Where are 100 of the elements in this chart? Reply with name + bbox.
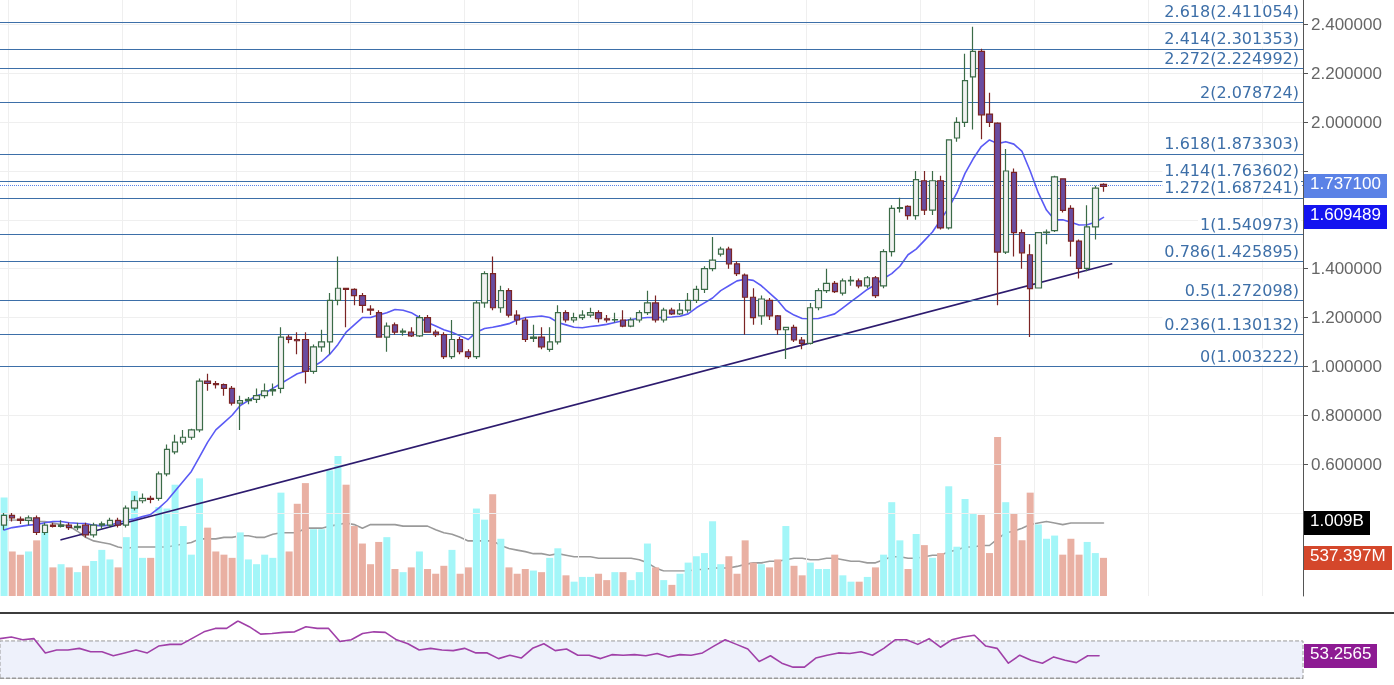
candlestick — [651, 294, 660, 324]
text: 537.397M — [1304, 545, 1392, 570]
bar — [529, 570, 537, 596]
y-tick-label: 2.400000 — [1311, 14, 1382, 34]
candlestick — [423, 314, 432, 333]
text: 1.609489 — [1304, 205, 1387, 230]
bar — [114, 567, 122, 596]
candlestick — [301, 331, 310, 385]
bar — [147, 557, 155, 596]
candlestick — [171, 434, 179, 455]
ref-line-label: 2(2.078724) — [1199, 83, 1299, 103]
bar — [725, 556, 733, 596]
bar — [73, 572, 81, 596]
y-tick-label: 0.800000 — [1311, 405, 1382, 425]
candlestick — [529, 324, 538, 343]
ref-line-label: 1.272(1.687241) — [1164, 178, 1299, 198]
candlestick — [489, 255, 497, 311]
candlestick — [521, 316, 529, 343]
candlestick — [220, 382, 228, 397]
candlestick — [456, 336, 464, 355]
candlestick — [440, 331, 448, 360]
candlestick — [863, 275, 871, 289]
candlestick — [660, 307, 668, 324]
candlestick — [798, 336, 806, 350]
bar — [65, 567, 73, 596]
bar — [538, 572, 546, 596]
bar — [871, 567, 879, 596]
y-tick-label: 1.400000 — [1311, 259, 1382, 279]
candlestick — [358, 292, 367, 314]
candlestick — [562, 309, 570, 324]
y-tick-label: 1.200000 — [1311, 308, 1382, 328]
candlestick — [146, 495, 155, 504]
candlestick — [65, 522, 73, 531]
bar — [33, 540, 41, 596]
bar — [912, 533, 920, 596]
y-tick-label: 0.600000 — [1311, 454, 1382, 474]
candlestick — [1026, 243, 1034, 338]
candlestick — [1059, 177, 1067, 214]
candlestick — [73, 522, 82, 531]
candlestick — [497, 285, 505, 314]
y-tick-label: 1.000000 — [1311, 356, 1382, 376]
ref-line-label: 0.5(1.272098) — [1184, 280, 1299, 300]
candlestick — [603, 314, 611, 324]
bar — [920, 545, 928, 596]
candlestick — [717, 246, 725, 258]
candlestick — [619, 309, 627, 328]
candlestick — [49, 522, 57, 529]
ref-line-label: 1(1.540973) — [1199, 214, 1299, 234]
candlestick — [32, 514, 41, 536]
ref-line-label: 2.272(2.224992) — [1164, 48, 1299, 68]
candlestick — [676, 302, 684, 316]
bar — [1075, 554, 1083, 596]
candlestick — [8, 512, 16, 523]
bar — [228, 557, 236, 596]
candlestick — [513, 309, 521, 326]
bar — [49, 567, 57, 596]
candlestick — [106, 517, 114, 529]
candlestick — [790, 324, 798, 343]
candlestick — [546, 326, 554, 353]
candlestick — [57, 519, 65, 529]
candlestick — [749, 287, 757, 326]
bar — [82, 565, 90, 596]
bar — [847, 581, 855, 596]
candlestick — [725, 246, 733, 270]
bar — [652, 567, 660, 596]
candlestick — [399, 327, 407, 337]
candlestick — [228, 385, 236, 407]
bar — [928, 557, 936, 596]
candlestick — [537, 326, 546, 350]
bar — [415, 551, 423, 596]
candlestick — [855, 277, 863, 289]
bar — [562, 575, 570, 596]
bar — [25, 551, 32, 596]
candlestick — [81, 522, 90, 538]
candlestick — [464, 348, 472, 360]
candlestick — [920, 170, 928, 216]
bar — [497, 538, 505, 596]
candlestick — [839, 277, 847, 297]
ref-line-label: 1.618(1.873303) — [1164, 134, 1299, 154]
candlestick — [847, 275, 855, 287]
y-tick-label: 2.200000 — [1311, 63, 1382, 83]
candlestick — [203, 373, 212, 392]
candlestick — [114, 517, 122, 529]
candlestick — [89, 522, 98, 538]
candlestick — [668, 307, 676, 316]
candlestick — [741, 272, 749, 336]
ref-line-label: 2.618(2.411054) — [1164, 2, 1299, 22]
candlestick — [383, 321, 391, 353]
candlestick — [375, 309, 383, 338]
candlestick — [432, 329, 440, 338]
bar — [57, 564, 65, 596]
bar — [839, 575, 847, 596]
bar — [757, 564, 765, 596]
ref-line-label: 0(1.003222) — [1199, 346, 1299, 366]
ref-line-label: 2.414(2.301353) — [1164, 29, 1299, 49]
bar — [855, 581, 863, 596]
bar — [611, 572, 619, 596]
candlestick — [733, 260, 741, 277]
candlestick — [1075, 238, 1083, 280]
bar — [831, 554, 839, 596]
